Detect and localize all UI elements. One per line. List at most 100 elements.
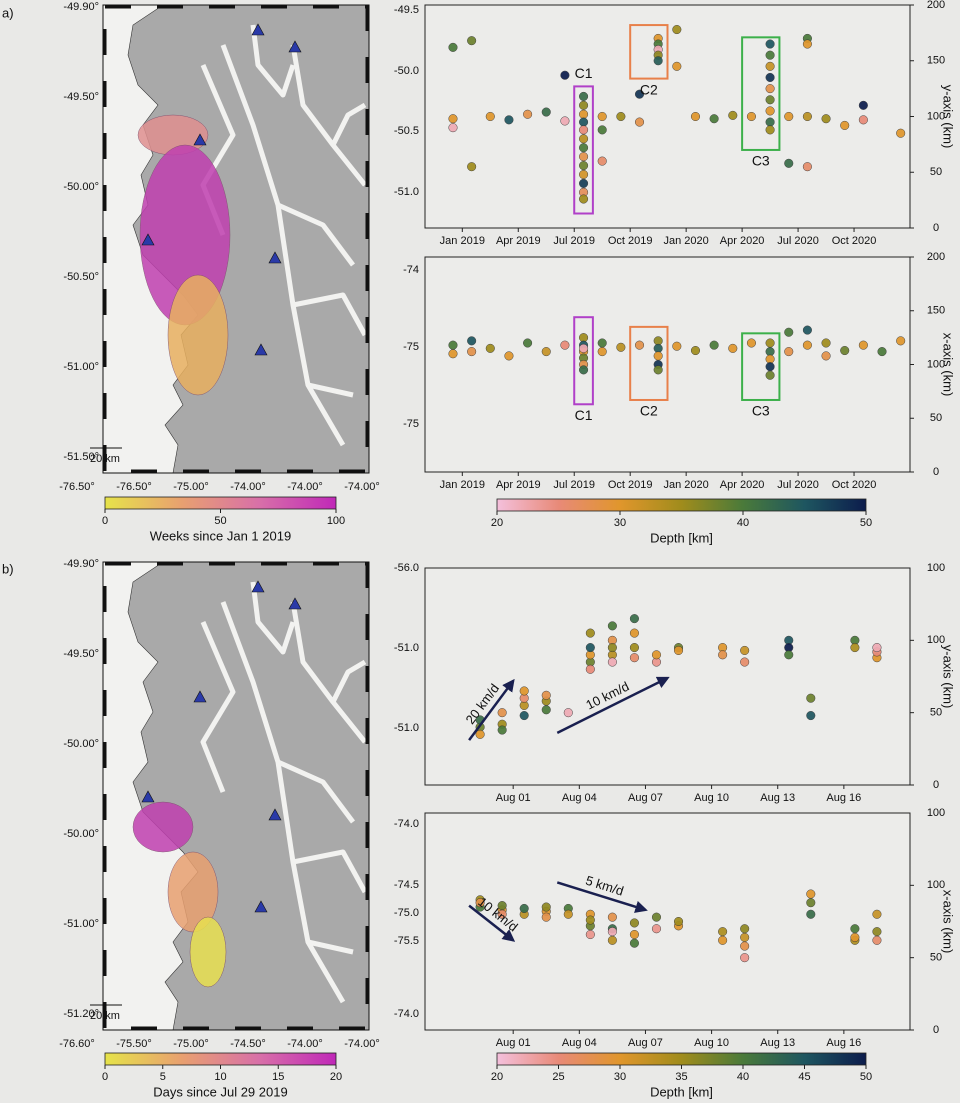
event [541,107,551,117]
event [690,111,701,122]
x-tick-label: Oct 2019 [608,479,653,491]
event [651,650,662,660]
x-tick-label: Aug 07 [628,1037,663,1049]
x-tick-label: Jan 2019 [440,235,485,247]
fjord [276,759,355,824]
y-tick-label: -74.0 [394,818,419,830]
event [448,42,458,52]
colorbar-tick-label: 15 [272,1071,284,1083]
colorbar-tick-label: 5 [160,1071,166,1083]
event [523,109,533,119]
cluster-label: C3 [752,403,770,419]
event [504,115,514,125]
event [740,924,750,934]
map-x-label: -74.00° [344,1038,380,1050]
x-tick-label: Aug 01 [496,1037,531,1049]
map-x-label: -75.00° [173,481,209,493]
station [254,900,268,913]
y2-tick-label: 200 [927,251,945,263]
colorbar-tick-label: 0 [102,515,108,527]
event [629,628,639,638]
y-tick-label: -75.0 [394,907,419,919]
y2-tick-label: 150 [927,305,945,317]
map-y-label: -49.90° [63,1,99,13]
event [585,664,595,674]
event [653,56,663,66]
x-tick-label: Oct 2020 [832,479,877,491]
station [268,808,282,821]
event [850,932,860,942]
event [634,117,645,127]
event [585,628,595,638]
event [765,61,775,71]
fjord [290,44,367,187]
map-y-label: -50.00° [63,181,99,193]
y-tick-label: -50.5 [394,125,419,137]
event [607,912,617,922]
event [579,161,589,171]
station [254,343,268,356]
event [448,114,458,124]
cluster-box [741,36,781,151]
event [585,929,595,940]
x-tick-label: Apr 2019 [496,235,541,247]
map-x-label: -76.50° [116,481,152,493]
event [467,347,477,357]
event [579,91,589,101]
event [541,902,551,912]
event [765,362,775,372]
y2-tick-label: 200 [927,0,945,11]
map-x-label: -75.50° [116,1038,152,1050]
colorbar [104,496,337,510]
x-tick-label: Aug 07 [628,792,663,804]
event [607,621,617,631]
event [718,935,728,945]
velocity-arrow [468,678,515,741]
y-tick-label: -74.0 [394,1008,419,1020]
event [709,114,719,124]
x-tick-label: Jan 2020 [664,235,709,247]
map: 20 km [90,561,370,1031]
plot-frame [424,567,911,786]
y2-tick-label: 0 [933,466,939,478]
x-tick-label: Aug 10 [694,1037,729,1049]
map-y-label: -51.00° [63,918,99,930]
panel-label: b) [2,561,14,576]
event [563,909,573,919]
event [607,643,617,653]
event [672,341,682,351]
y2-axis-label: y-axis (km) [941,85,956,149]
y-tick-label: -74 [403,264,419,276]
event [629,614,639,624]
event [765,39,775,49]
y2-tick-label: 100 [927,562,945,574]
velocity-arrow [556,676,670,735]
y2-tick-label: 50 [930,166,942,178]
panel-label: a) [2,5,14,20]
colorbar-label: Depth [km] [650,530,713,545]
event [784,650,794,660]
map-frame-ticks [103,5,369,473]
event [560,340,570,350]
event [740,932,750,942]
station [288,40,302,53]
y2-tick-label: 50 [930,952,942,964]
event [475,729,485,739]
map-y-label: -50.50° [63,271,99,283]
y2-tick-label: 0 [933,1024,939,1036]
y-tick-label: -75 [403,341,419,353]
colorbar-tick-label: 30 [614,1071,626,1083]
event [802,340,812,350]
x-tick-label: Jul 2019 [553,235,595,247]
map-frame [102,561,370,1031]
event [616,342,626,352]
event [821,114,831,124]
event [740,941,750,951]
fjord [250,24,296,98]
map-y-label: -49.90° [63,558,99,570]
map-x-label: -74.00° [287,1038,323,1050]
station [193,133,207,146]
map-x-label: -74.50° [230,1038,266,1050]
event [872,935,882,945]
